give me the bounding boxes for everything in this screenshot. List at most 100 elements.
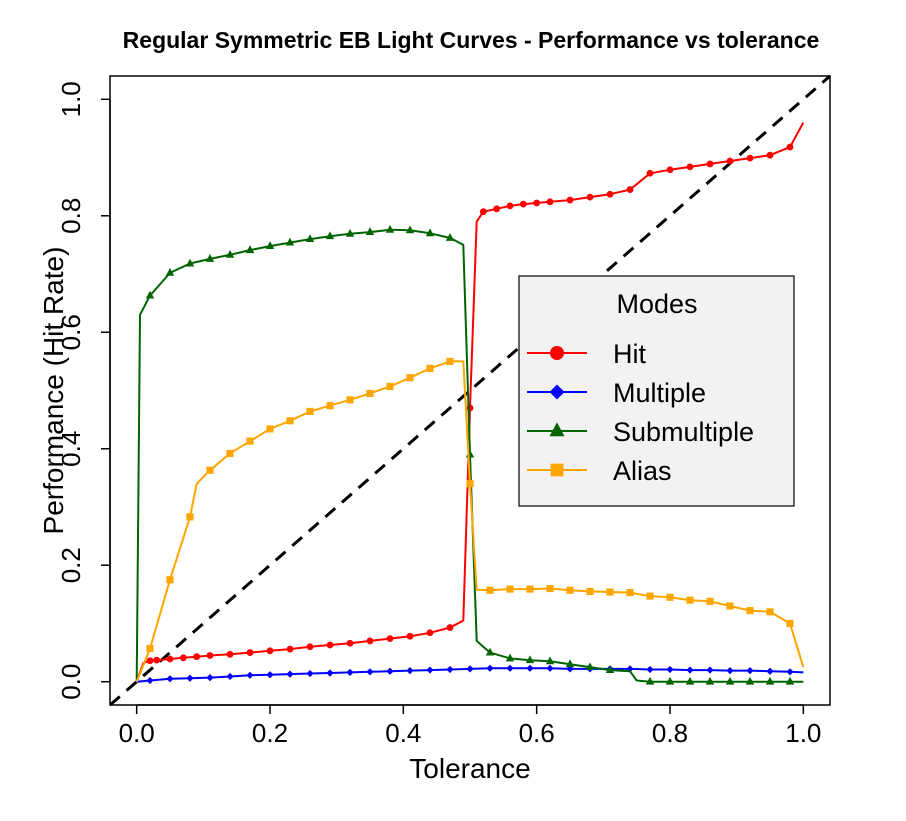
data-point-multiple — [566, 665, 574, 673]
data-point-submultiple — [765, 676, 775, 685]
data-point-multiple — [226, 672, 234, 681]
data-point-submultiple — [465, 449, 475, 458]
data-point-submultiple — [565, 659, 575, 668]
data-point-alias — [726, 602, 734, 610]
reference-diagonal-line — [109, 74, 831, 707]
data-point-multiple — [346, 668, 354, 676]
y-axis: 0.0 0.2 0.4 0.6 0.8 1.0 — [56, 81, 111, 700]
series-hit — [135, 122, 805, 683]
data-point-multiple — [666, 665, 674, 674]
data-point-hit — [626, 186, 634, 193]
data-point-hit — [386, 635, 394, 643]
y-tick-label: 0.8 — [56, 198, 86, 234]
data-point-alias — [406, 374, 414, 382]
data-point-submultiple — [725, 676, 735, 685]
data-point-multiple — [306, 669, 314, 678]
y-tick-label: 0.6 — [56, 314, 86, 350]
data-point-alias — [706, 597, 714, 605]
data-point-multiple — [786, 668, 794, 676]
data-point-alias — [566, 586, 574, 594]
data-point-hit — [346, 639, 354, 647]
data-point-multiple — [686, 666, 694, 674]
data-point-hit — [646, 169, 654, 177]
data-point-alias — [586, 587, 594, 596]
data-point-alias — [646, 592, 654, 600]
legend-item-alias: Alias — [527, 456, 672, 486]
data-point-multiple — [166, 675, 174, 683]
data-point-alias — [786, 619, 794, 628]
data-point-submultiple — [505, 653, 515, 662]
data-point-alias — [446, 357, 454, 365]
data-point-multiple — [466, 665, 474, 673]
data-point-submultiple — [285, 237, 295, 246]
data-point-alias — [526, 585, 534, 593]
data-point-alias — [306, 407, 314, 416]
legend-item-multiple: Multiple — [527, 378, 706, 408]
data-point-submultiple — [785, 676, 795, 685]
data-point-hit — [146, 657, 154, 665]
data-point-alias — [146, 644, 154, 653]
data-point-submultiple — [145, 290, 155, 299]
data-point-submultiple — [705, 676, 715, 685]
data-point-submultiple — [265, 241, 275, 250]
data-point-multiple — [266, 671, 274, 679]
data-point-hit — [506, 202, 514, 210]
data-point-hit — [726, 157, 734, 165]
data-point-alias — [326, 402, 334, 410]
x-tick-label: 1.0 — [785, 718, 821, 748]
data-point-multiple — [646, 665, 654, 674]
legend-label-multiple: Multiple — [613, 378, 706, 408]
data-point-submultiple — [345, 229, 355, 237]
data-point-alias — [626, 589, 634, 597]
x-tick-label: 0.8 — [652, 718, 688, 748]
data-point-alias — [546, 584, 554, 593]
data-point-alias — [746, 607, 754, 615]
data-point-hit — [406, 632, 414, 640]
legend-label-hit: Hit — [613, 339, 646, 369]
legend-marker-multiple — [549, 384, 565, 400]
y-tick-label: 0.4 — [56, 431, 86, 467]
data-point-hit — [766, 151, 774, 159]
data-point-multiple — [726, 667, 734, 675]
data-point-alias — [206, 466, 214, 474]
data-point-multiple — [766, 667, 774, 675]
legend-label-alias: Alias — [613, 456, 672, 486]
data-point-hit — [179, 654, 187, 662]
data-point-hit — [326, 641, 334, 649]
data-point-alias — [386, 382, 394, 390]
data-point-multiple — [206, 674, 214, 682]
data-point-hit — [606, 190, 614, 198]
data-point-submultiple — [685, 676, 695, 685]
data-point-multiple — [526, 664, 534, 672]
legend-marker-hit — [550, 346, 564, 360]
data-point-hit — [586, 193, 594, 201]
data-point-hit — [746, 154, 754, 162]
y-tick-label: 0.0 — [56, 664, 86, 700]
x-axis-label: Tolerance — [409, 753, 530, 784]
legend-label-submultiple: Submultiple — [613, 417, 754, 447]
data-point-submultiple — [745, 676, 755, 685]
series-layer — [135, 122, 805, 685]
data-point-multiple — [486, 664, 494, 672]
data-point-hit — [706, 160, 714, 168]
data-point-multiple — [746, 667, 754, 675]
data-point-alias — [766, 608, 774, 616]
data-point-multiple — [506, 664, 514, 672]
data-point-submultiple — [605, 665, 615, 673]
data-point-submultiple — [585, 662, 595, 671]
data-point-alias — [186, 513, 194, 521]
data-point-hit — [566, 196, 574, 204]
data-point-alias — [686, 596, 694, 604]
x-tick-label: 0.6 — [519, 718, 555, 748]
series-multiple — [136, 664, 804, 685]
data-point-hit — [446, 624, 454, 631]
y-axis-label: Performance (Hit Rate) — [38, 247, 69, 535]
data-point-alias — [166, 576, 174, 584]
data-point-submultiple — [445, 233, 455, 241]
data-point-hit — [193, 653, 201, 661]
data-point-submultiple — [525, 655, 535, 664]
data-point-submultiple — [165, 268, 175, 276]
data-point-submultiple — [305, 234, 315, 243]
data-point-hit — [533, 199, 541, 207]
